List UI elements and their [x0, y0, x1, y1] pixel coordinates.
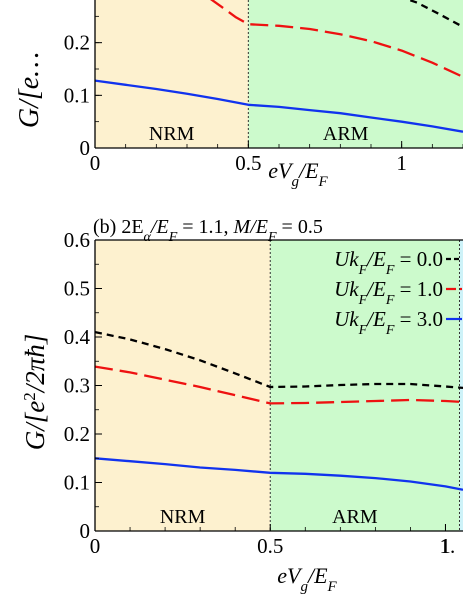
y-tick-label: 0.1 — [64, 471, 90, 495]
y-tick-label: 0 — [80, 519, 91, 543]
top-panel-ylabel: G/[e… — [14, 52, 45, 128]
legend: UkF/EF = 0.0 UkF/EF = 1.0 UkF/EF = 3.0 — [334, 247, 462, 338]
region-nrm — [95, 240, 271, 531]
y-tick-label: 0.5 — [64, 277, 90, 301]
legend-label-1: UkF/EF = 1.0 — [334, 277, 443, 308]
series-line-black — [405, 0, 463, 28]
series-line-black — [95, 330, 463, 390]
y-tick-label: 0.3 — [64, 374, 90, 398]
bottom-panel-title: (b) 2Eα/EF = 1.1, M/EF = 0.5 — [93, 216, 323, 245]
series-line-blue — [95, 79, 463, 133]
region-label-arm: ARM — [323, 123, 369, 145]
y-tick-label: 0.2 — [64, 31, 90, 55]
svg-text:G/[e2/2πħ]: G/[e2/2πħ] — [20, 334, 51, 451]
x-tick-label: 1. — [439, 534, 455, 558]
x-tick-label: 0 — [90, 534, 101, 558]
x-tick-label: 1 — [440, 534, 451, 558]
bottom-panel-ylabel: G/[e2/2πħ] — [20, 334, 51, 451]
y-tick-label: 0.2 — [64, 422, 90, 446]
y-tick-label: 0 — [80, 136, 91, 160]
series-line-blue — [95, 457, 463, 491]
x-tick-label: 0.5 — [257, 534, 283, 558]
region-label-nrm: NRM — [149, 123, 195, 145]
series-line-red — [210, 0, 463, 78]
top-panel: NRM ARM 0 0.1 0.2 0 0.5 1 — [64, 0, 463, 175]
top-ylabel-text: G/[e… — [14, 52, 45, 128]
y-tick-label: 0.4 — [64, 325, 91, 349]
region-label-arm: ARM — [332, 506, 378, 528]
x-tick-label: 0.5 — [235, 151, 261, 175]
legend-label-0: UkF/EF = 0.0 — [334, 247, 443, 278]
x-tick-label: 0 — [90, 151, 101, 175]
bottom-panel-xlabel: eVg/EF — [277, 563, 337, 595]
y-tick-label: 0.1 — [64, 83, 90, 107]
y-tick-label: 0.6 — [64, 228, 90, 252]
top-panel-xlabel: eVg/EF — [268, 158, 328, 190]
legend-label-2: UkF/EF = 3.0 — [334, 307, 443, 338]
x-tick-label: 1 — [396, 151, 407, 175]
region-arm — [248, 0, 463, 148]
region-edge — [459, 240, 463, 531]
region-nrm — [95, 0, 249, 148]
series-line-red — [95, 365, 463, 405]
region-label-nrm: NRM — [160, 506, 206, 528]
bottom-panel: NRM ARM 0 0.1 0.2 0.3 0.4 0.5 0.6 0 0.5 11. — [64, 228, 463, 558]
